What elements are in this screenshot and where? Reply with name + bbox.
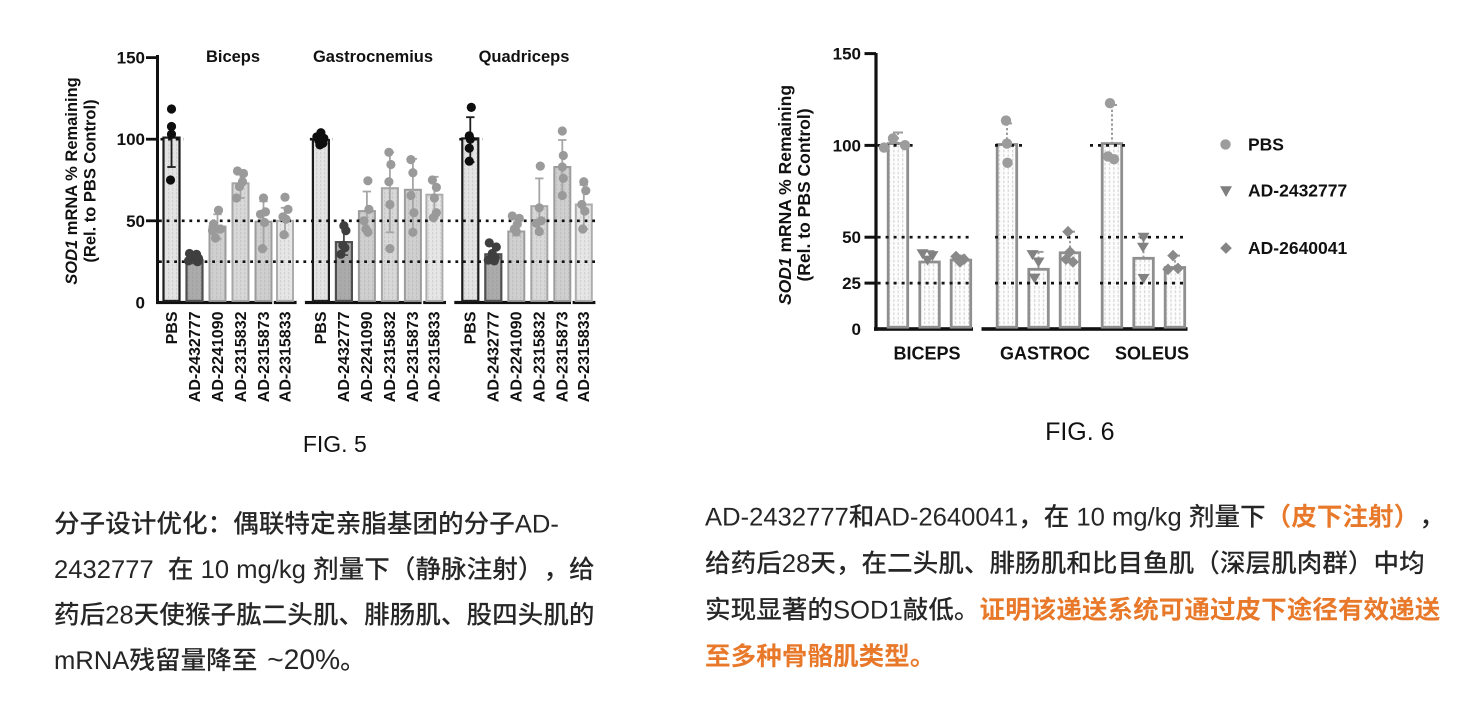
svg-text:Gastrocnemius: Gastrocnemius: [313, 48, 433, 66]
svg-text:FIG. 6: FIG. 6: [1045, 418, 1114, 446]
svg-text:AD-2315833: AD-2315833: [576, 311, 593, 402]
svg-text:0: 0: [852, 320, 861, 339]
svg-text:AD-2315873: AD-2315873: [256, 311, 273, 402]
svg-text:25: 25: [842, 274, 861, 293]
svg-text:AD-2432777: AD-2432777: [336, 311, 353, 402]
svg-text:100: 100: [833, 136, 861, 155]
svg-text:Biceps: Biceps: [206, 48, 260, 66]
svg-text:AD-2315873: AD-2315873: [405, 311, 422, 402]
svg-text:GASTROC: GASTROC: [1000, 344, 1090, 364]
svg-text:SOLEUS: SOLEUS: [1115, 344, 1189, 364]
svg-text:PBS: PBS: [164, 311, 181, 344]
svg-text:PBS: PBS: [463, 311, 480, 344]
svg-text:0: 0: [136, 294, 145, 313]
svg-text:(Rel. to PBS Control): (Rel. to PBS Control): [82, 99, 100, 262]
svg-text:AD-2315873: AD-2315873: [555, 311, 572, 402]
svg-text:AD-2241090: AD-2241090: [509, 311, 526, 402]
svg-text:AD-2315833: AD-2315833: [427, 311, 444, 402]
svg-text:PBS: PBS: [1248, 135, 1284, 155]
svg-text:150: 150: [117, 49, 145, 68]
svg-text:50: 50: [126, 212, 145, 231]
svg-text:AD-2241090: AD-2241090: [210, 311, 227, 402]
svg-text:AD-2640041: AD-2640041: [1248, 238, 1347, 258]
svg-text:AD-2241090: AD-2241090: [359, 311, 376, 402]
svg-text:PBS: PBS: [313, 311, 330, 344]
svg-text:AD-2315832: AD-2315832: [532, 311, 549, 402]
svg-text:(Rel. to PBS Control): (Rel. to PBS Control): [794, 108, 814, 281]
svg-text:AD-2315832: AD-2315832: [233, 311, 250, 402]
svg-text:AD-2315833: AD-2315833: [277, 311, 294, 402]
svg-text:100: 100: [117, 130, 145, 149]
svg-text:AD-2432777: AD-2432777: [1248, 181, 1347, 201]
svg-text:AD-2315832: AD-2315832: [382, 311, 399, 402]
svg-text:Quadriceps: Quadriceps: [479, 48, 570, 66]
svg-text:BICEPS: BICEPS: [893, 344, 960, 364]
svg-text:50: 50: [842, 228, 861, 247]
svg-text:AD-2432777: AD-2432777: [187, 311, 204, 402]
svg-text:AD-2432777: AD-2432777: [486, 311, 503, 402]
svg-text:SOD1 mRNA % Remaining: SOD1 mRNA % Remaining: [775, 85, 795, 305]
svg-text:FIG. 5: FIG. 5: [303, 431, 367, 457]
svg-text:150: 150: [833, 45, 861, 64]
svg-text:SOD1 mRNA % Remaining: SOD1 mRNA % Remaining: [63, 77, 81, 285]
